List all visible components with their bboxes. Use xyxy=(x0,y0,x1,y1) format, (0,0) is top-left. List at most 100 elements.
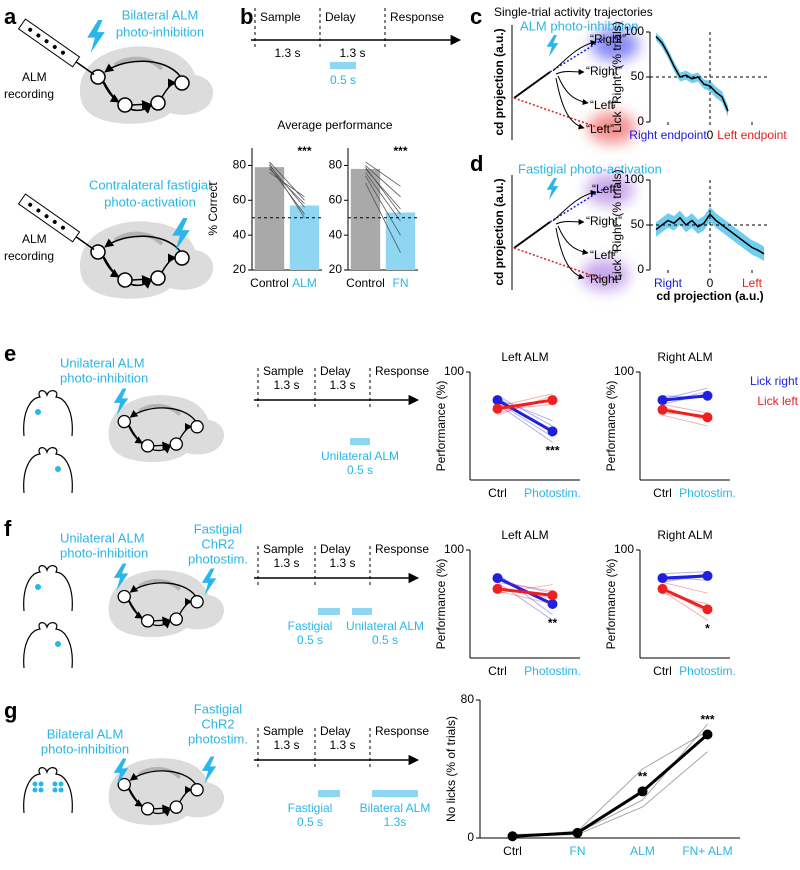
mean-line xyxy=(662,394,708,402)
x-tick-label: Control xyxy=(346,276,385,290)
stim-label: Unilateral ALM xyxy=(321,449,399,463)
shape-circle xyxy=(52,787,58,793)
light-icon xyxy=(546,35,559,57)
stim-label: 1.3s xyxy=(384,815,407,829)
stim-sites xyxy=(32,781,64,793)
axis-label: cd projection (a.u.) xyxy=(492,178,506,285)
stim-bar xyxy=(352,608,372,615)
stim-label: 0.5 s xyxy=(372,633,398,647)
trajectory xyxy=(552,190,597,222)
duration-label: 1.3 s xyxy=(274,46,300,60)
subject-line xyxy=(512,751,708,837)
duration-label: 1.3 s xyxy=(273,738,299,752)
y-tick-label: 60 xyxy=(329,192,343,206)
y-axis-label: Performance (%) xyxy=(604,381,618,472)
shape-circle xyxy=(60,225,65,230)
significance-label: * xyxy=(705,622,710,636)
y-tick-label: 100 xyxy=(444,364,464,378)
y-tick-label: 40 xyxy=(329,227,343,241)
trajectory xyxy=(552,40,597,72)
mean-point xyxy=(547,395,558,406)
trajectory xyxy=(555,77,585,130)
brain-circuit xyxy=(80,46,213,123)
subject-line xyxy=(269,161,305,201)
shape-circle xyxy=(52,44,57,49)
subject-line xyxy=(269,172,305,198)
panel-label: f xyxy=(4,516,12,541)
light-label: photostim. xyxy=(188,731,248,746)
y-tick-label: 80 xyxy=(329,158,343,172)
endpoint-glow xyxy=(586,174,634,206)
trajectory xyxy=(557,75,589,105)
x-tick-label: Ctrl xyxy=(653,664,672,678)
mean-point xyxy=(507,831,518,842)
subject-line xyxy=(497,581,553,592)
mean-line xyxy=(662,574,708,580)
shape-circle xyxy=(58,781,64,787)
axis-label: cd projection (a.u.) xyxy=(492,28,506,135)
trajectory xyxy=(513,247,606,281)
mean-point xyxy=(702,390,713,401)
mean-point xyxy=(492,395,503,406)
subject-line xyxy=(512,723,708,836)
mean-point xyxy=(657,404,668,415)
shape-circle xyxy=(44,214,49,219)
stim-bar xyxy=(372,790,418,797)
shape-circle xyxy=(36,208,41,213)
head-icon xyxy=(23,565,73,612)
subject-line xyxy=(662,571,708,575)
endpoint-glow xyxy=(588,112,636,144)
panel-title: Single-trial activity trajectories xyxy=(494,5,653,19)
chart-title: Right ALM xyxy=(657,528,712,542)
y-tick-label: 20 xyxy=(233,262,247,276)
light-label: Fastigial xyxy=(194,701,243,716)
endpoint-label: “Right” xyxy=(590,32,626,46)
panel-label: c xyxy=(470,4,482,29)
duration-label: 1.3 s xyxy=(273,556,299,570)
mean-point xyxy=(657,573,668,584)
epoch-label: Sample xyxy=(263,724,304,738)
shape-circle xyxy=(38,781,44,787)
panel-label: a xyxy=(4,4,17,29)
subject-line xyxy=(662,387,708,400)
subject-line xyxy=(662,403,708,414)
duration-label: 1.3 s xyxy=(329,556,355,570)
mean-point xyxy=(657,395,668,406)
error-band xyxy=(656,32,728,117)
light-label: photo-inhibition xyxy=(60,545,148,560)
bar xyxy=(254,167,285,270)
epoch-label: Response xyxy=(375,542,429,556)
recording-label: recording xyxy=(4,87,54,101)
y-tick-label: 100 xyxy=(614,364,634,378)
x-tick-label: Photostim. xyxy=(679,486,736,500)
x-tick-label: Right xyxy=(654,276,683,290)
chart-title: Right ALM xyxy=(657,350,712,364)
shape-circle xyxy=(60,50,65,55)
subject-line xyxy=(365,161,401,187)
mean-line xyxy=(662,408,708,419)
stim-bar xyxy=(350,438,370,445)
endpoint-label: “Left” xyxy=(592,182,620,196)
epoch-label: Response xyxy=(390,10,444,24)
trajectory xyxy=(513,221,551,249)
trajectory xyxy=(555,68,585,75)
epoch-label: Response xyxy=(375,724,429,738)
chart-title: Left ALM xyxy=(501,350,548,364)
y-tick-label: 50 xyxy=(631,69,645,83)
mean-point xyxy=(492,403,503,414)
trajectory xyxy=(513,71,551,99)
shape-circle xyxy=(44,39,49,44)
head-icon xyxy=(23,622,73,669)
endpoint-label: “Right” xyxy=(586,272,622,286)
y-axis-label: Performance (%) xyxy=(434,559,448,650)
x-tick-label: 0 xyxy=(707,276,714,290)
brain-circuit xyxy=(109,395,224,462)
light-label: Fastigial xyxy=(194,521,243,536)
y-tick-label: 80 xyxy=(461,692,475,706)
stim-site xyxy=(55,466,61,472)
y-tick-label: 40 xyxy=(233,227,247,241)
endpoint-label: “Right” xyxy=(586,64,622,78)
subject-line xyxy=(497,584,553,594)
